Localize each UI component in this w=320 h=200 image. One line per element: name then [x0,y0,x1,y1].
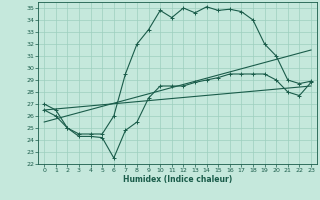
X-axis label: Humidex (Indice chaleur): Humidex (Indice chaleur) [123,175,232,184]
